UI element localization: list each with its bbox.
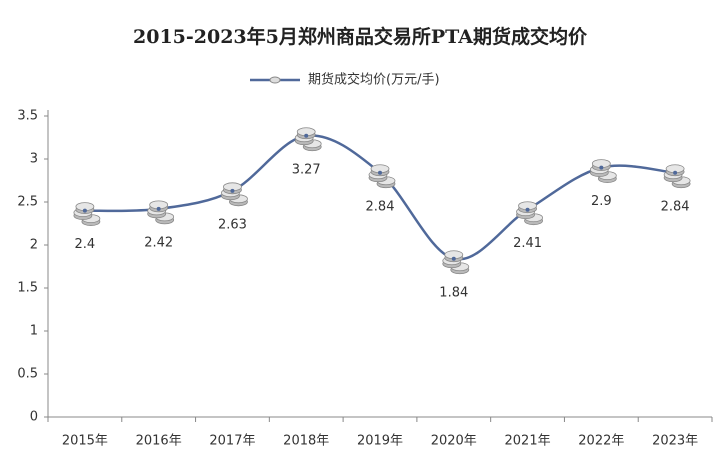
x-tick-label: 2016年 [136, 434, 182, 449]
data-point [673, 170, 678, 175]
data-label: 2.84 [661, 199, 690, 214]
data-label: 1.84 [439, 285, 468, 300]
data-point [304, 133, 309, 138]
data-point [230, 188, 235, 193]
y-tick-label: 2 [30, 238, 38, 253]
data-point [451, 256, 456, 261]
data-label: 3.27 [292, 162, 321, 177]
data-label: 2.84 [366, 199, 395, 214]
x-tick-label: 2018年 [283, 434, 329, 449]
y-tick-label: 1 [30, 324, 38, 339]
y-tick-label: 1.5 [17, 281, 38, 296]
data-point [156, 206, 161, 211]
data-label: 2.41 [513, 236, 542, 251]
x-tick-label: 2022年 [578, 434, 624, 449]
data-label: 2.4 [75, 237, 96, 252]
x-tick-label: 2017年 [209, 434, 255, 449]
data-point [525, 207, 530, 212]
legend-label: 期货成交均价(万元/手) [308, 72, 440, 88]
line [84, 134, 676, 261]
y-tick-label: 3.5 [17, 109, 38, 124]
y-tick-label: 3 [30, 152, 38, 167]
data-label: 2.63 [218, 217, 247, 232]
data-label: 2.42 [144, 235, 173, 250]
chart-title: 2015-2023年5月郑州商品交易所PTA期货成交均价 [133, 25, 588, 48]
x-tick-label: 2020年 [431, 434, 477, 449]
x-tick-label: 2019年 [357, 434, 403, 449]
x-tick-label: 2015年 [62, 434, 108, 449]
y-tick-label: 0 [30, 410, 38, 425]
data-point [599, 165, 604, 170]
y-tick-label: 0.5 [17, 367, 38, 382]
x-tick-label: 2021年 [505, 434, 551, 449]
y-tick-label: 2.5 [17, 195, 38, 210]
data-point [378, 170, 382, 175]
data-point [82, 208, 87, 213]
data-label: 2.9 [591, 194, 612, 209]
legend-marker [269, 76, 281, 84]
x-tick-label: 2023年 [652, 434, 698, 449]
